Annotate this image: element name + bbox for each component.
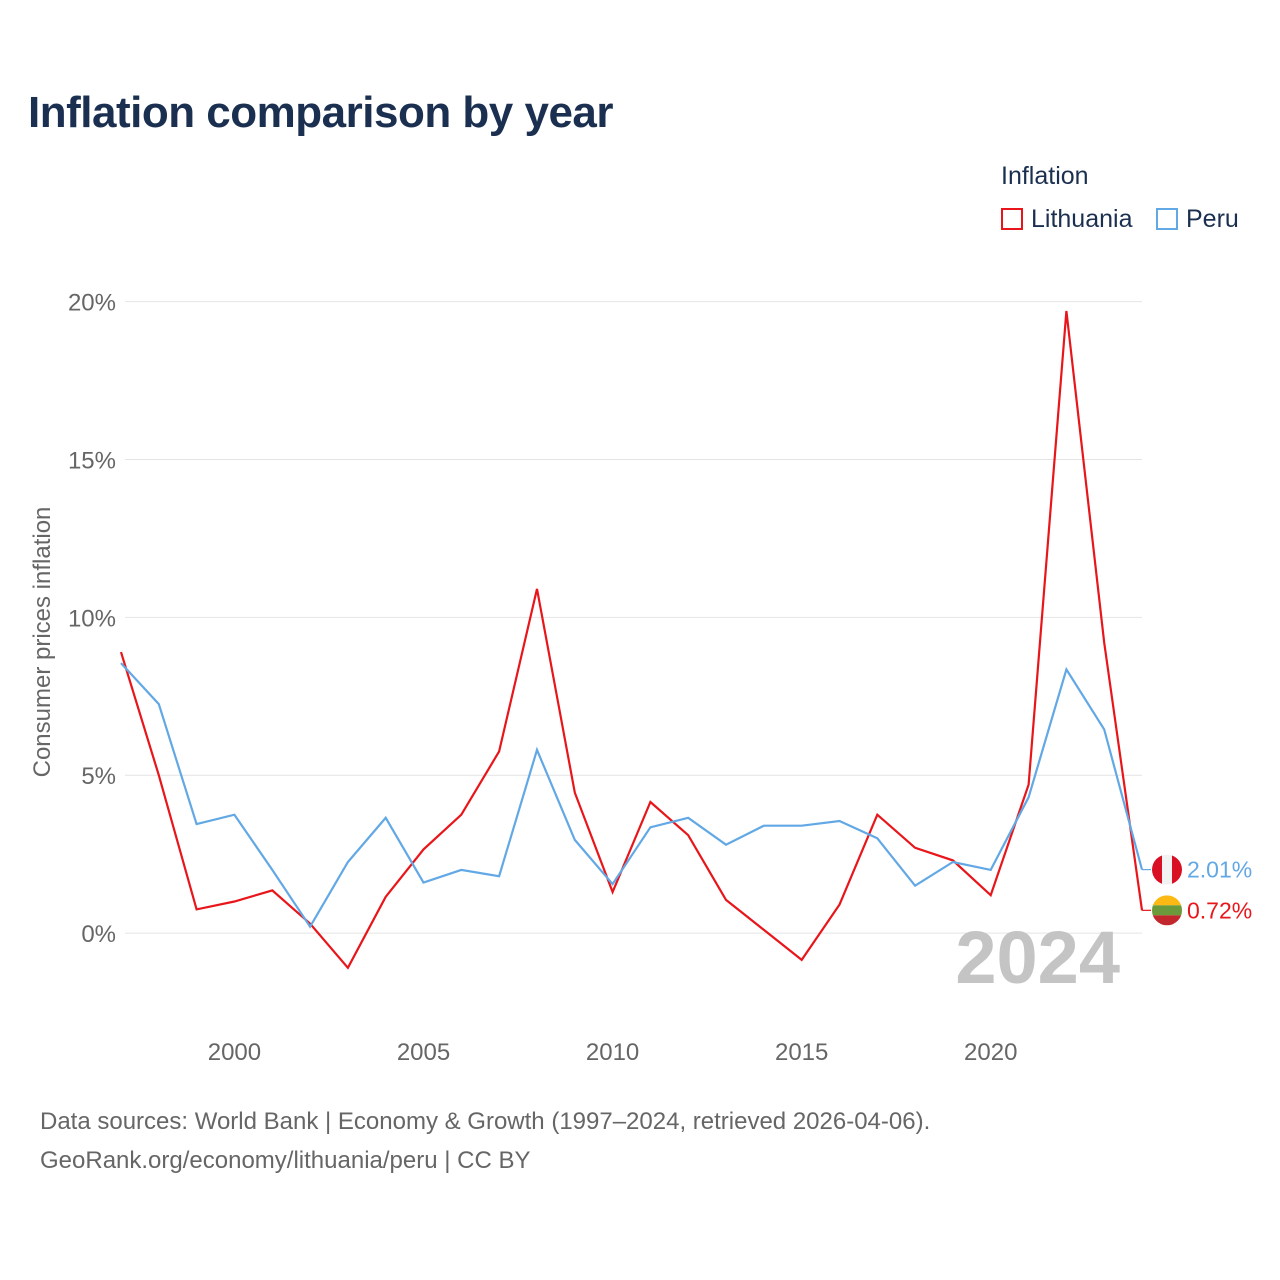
y-tick-label: 0% <box>81 921 116 948</box>
x-tick-label: 2005 <box>397 1039 450 1066</box>
source-line-1: Data sources: World Bank | Economy & Gro… <box>40 1108 931 1135</box>
y-tick-label: 5% <box>81 763 116 790</box>
x-tick-label: 2020 <box>964 1039 1017 1066</box>
end-value-label-lithuania: 0.72% <box>1187 897 1252 923</box>
peru-flag-icon <box>1152 854 1182 885</box>
y-axis-title: Consumer prices inflation <box>29 507 56 778</box>
x-tick-label: 2015 <box>775 1039 828 1066</box>
y-tick-label: 20% <box>68 290 116 317</box>
y-tick-label: 15% <box>68 447 116 474</box>
legend-label-peru: Peru <box>1186 204 1239 233</box>
legend-label-lithuania: Lithuania <box>1031 204 1133 233</box>
end-value-label-peru: 2.01% <box>1187 857 1252 883</box>
series-line-peru <box>120 662 1144 929</box>
legend-item-peru[interactable]: Peru <box>1156 204 1239 234</box>
y-tick-label: 10% <box>68 605 116 632</box>
series-line-lithuania <box>119 310 1144 970</box>
x-tick-label: 2000 <box>208 1039 261 1066</box>
page-title: Inflation comparison by year <box>28 88 614 137</box>
legend-item-lithuania[interactable]: Lithuania <box>1001 204 1132 234</box>
legend-swatch-lithuania <box>1001 208 1023 230</box>
lithuania-flag-icon <box>1152 895 1182 926</box>
legend-title: Inflation <box>1001 162 1089 190</box>
x-tick-label: 2010 <box>586 1039 639 1066</box>
year-watermark: 2024 <box>955 916 1120 999</box>
source-line-2: GeoRank.org/economy/lithuania/peru | CC … <box>40 1147 531 1174</box>
legend-swatch-peru <box>1156 208 1178 230</box>
